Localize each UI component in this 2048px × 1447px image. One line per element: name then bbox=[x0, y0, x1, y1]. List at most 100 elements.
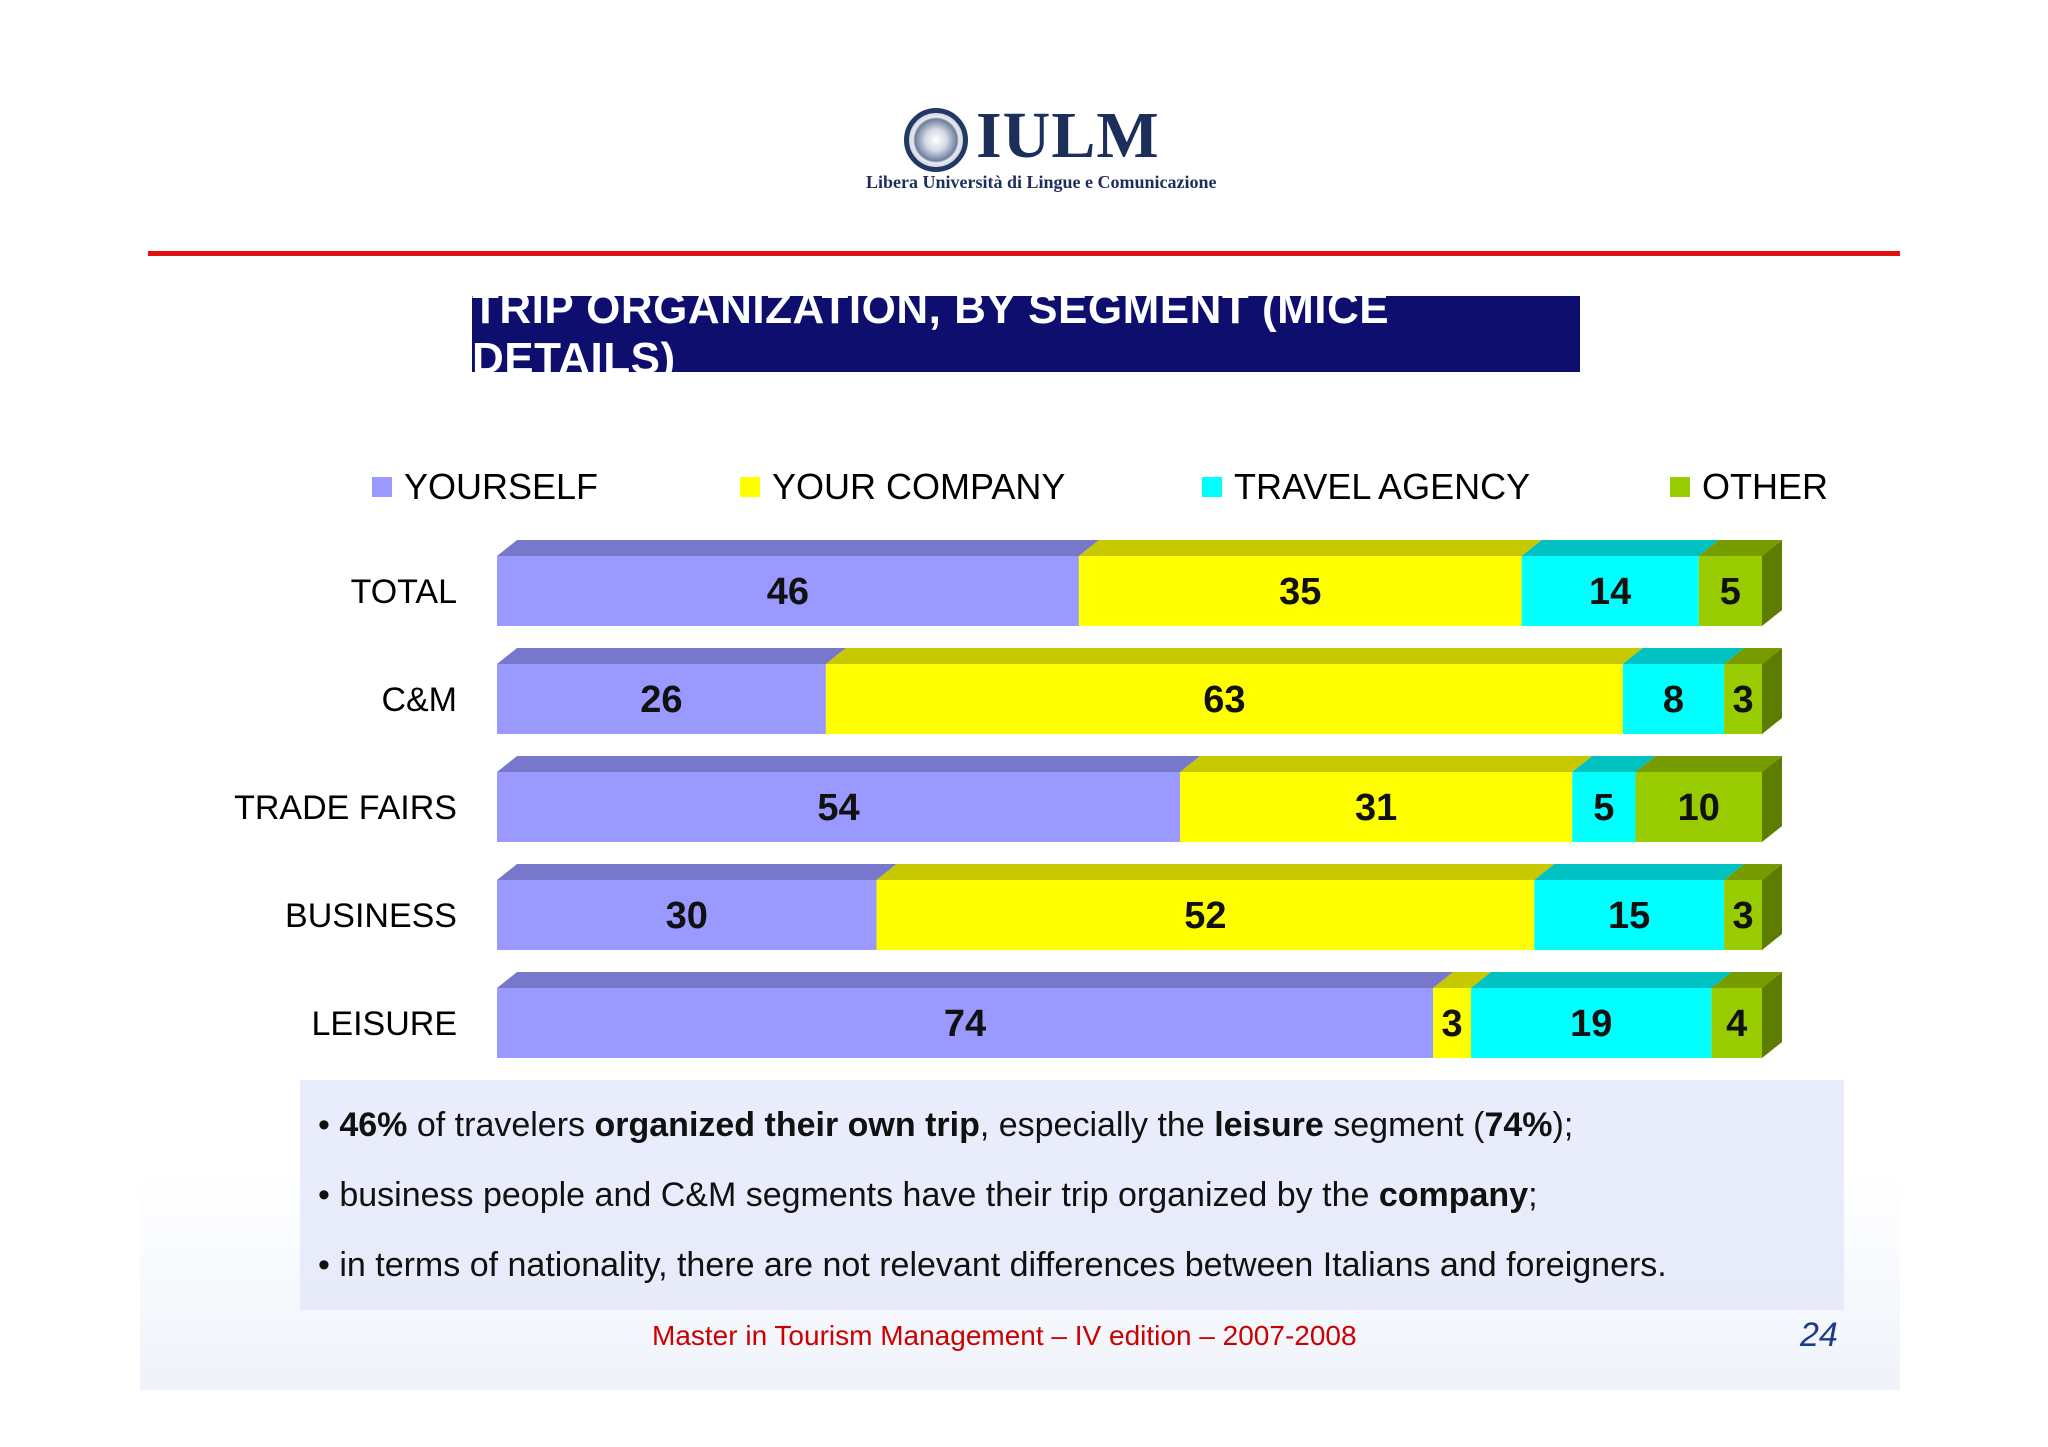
legend-label-your-company: YOUR COMPANY bbox=[772, 466, 1066, 507]
bar-leisure-your-company-top bbox=[1433, 972, 1492, 988]
data-label-business-your-company: 52 bbox=[1184, 895, 1226, 937]
category-label-leisure: LEISURE bbox=[312, 1005, 458, 1043]
bar-total-your-company bbox=[1078, 556, 1522, 626]
bar-candm-travel-agency-top bbox=[1622, 648, 1745, 664]
bar-total-travel-agency bbox=[1521, 556, 1699, 626]
bar-business-travel-agency-top bbox=[1534, 864, 1745, 880]
data-label-trade-fairs-travel-agency: 5 bbox=[1593, 787, 1614, 829]
data-label-trade-fairs-other: 10 bbox=[1678, 787, 1720, 829]
data-label-business-travel-agency: 15 bbox=[1608, 895, 1650, 937]
bar-business-other bbox=[1724, 880, 1762, 950]
data-label-total-yourself: 46 bbox=[767, 571, 809, 613]
bar-trade-fairs-other bbox=[1635, 772, 1762, 842]
bar-candm-yourself-top bbox=[497, 648, 846, 664]
note-bullet-1-run-4: organized their own trip bbox=[594, 1106, 980, 1144]
note-bullet-1-run-5: , especially the bbox=[979, 1106, 1215, 1144]
data-label-trade-fairs-your-company: 31 bbox=[1355, 787, 1397, 829]
bar-total-other-top bbox=[1698, 540, 1782, 556]
bar-trade-fairs-yourself bbox=[497, 772, 1181, 842]
data-label-leisure-yourself: 74 bbox=[944, 1003, 986, 1045]
bar-leisure-travel-agency bbox=[1471, 988, 1712, 1058]
note-bullet-1-run-6: leisure bbox=[1214, 1106, 1324, 1144]
logo-subtitle: Libera Università di Lingue e Comunicazi… bbox=[866, 172, 1217, 192]
data-label-leisure-your-company: 3 bbox=[1442, 1003, 1463, 1045]
data-label-leisure-travel-agency: 19 bbox=[1570, 1003, 1612, 1045]
bar-leisure-side bbox=[1762, 972, 1782, 1058]
bar-total-other bbox=[1698, 556, 1762, 626]
bar-business-your-company-top bbox=[876, 864, 1555, 880]
legend-item-yourself: YOURSELF bbox=[372, 462, 598, 512]
data-label-total-your-company: 35 bbox=[1279, 571, 1321, 613]
bar-candm-yourself bbox=[497, 664, 826, 734]
bar-total-side bbox=[1762, 540, 1782, 626]
data-label-candm-travel-agency: 8 bbox=[1663, 679, 1684, 721]
data-label-total-travel-agency: 14 bbox=[1589, 571, 1631, 613]
bar-trade-fairs-side bbox=[1762, 756, 1782, 842]
data-label-candm-other: 3 bbox=[1732, 679, 1753, 721]
bar-candm-your-company-top bbox=[825, 648, 1643, 664]
legend-swatch-yourself bbox=[372, 477, 392, 497]
notes-panel bbox=[300, 1080, 1844, 1310]
bar-leisure-other bbox=[1711, 988, 1762, 1058]
bar-leisure-other-top bbox=[1711, 972, 1782, 988]
legend-swatch-your-company bbox=[740, 477, 760, 497]
note-bullet-2-run-3: ; bbox=[1528, 1176, 1538, 1214]
note-bullet-1-run-2: 46% bbox=[339, 1106, 408, 1144]
slide-title: TRIP ORGANIZATION, BY SEGMENT (MICE DETA… bbox=[472, 284, 1390, 383]
category-label-candm: C&M bbox=[381, 681, 457, 719]
legend-label-yourself: YOURSELF bbox=[404, 466, 599, 507]
bar-trade-fairs-travel-agency-top bbox=[1572, 756, 1656, 772]
category-label-trade-fairs: TRADE FAIRS bbox=[234, 789, 457, 827]
bar-candm-other-top bbox=[1724, 648, 1782, 664]
legend-label-travel-agency: TRAVEL AGENCY bbox=[1234, 466, 1531, 507]
bar-business-travel-agency bbox=[1534, 880, 1725, 950]
iulm-logo: IULM Libera Università di Lingue e Comun… bbox=[860, 99, 1260, 200]
bar-candm-travel-agency bbox=[1622, 664, 1725, 734]
note-bullet-1-run-3: of travelers bbox=[407, 1106, 595, 1144]
bar-leisure-travel-agency-top bbox=[1471, 972, 1732, 988]
bar-business-yourself bbox=[497, 880, 877, 950]
data-label-leisure-other: 4 bbox=[1726, 1003, 1747, 1045]
bar-candm-side bbox=[1762, 648, 1782, 734]
logo-wordmark: IULM bbox=[976, 99, 1160, 172]
bar-business-other-top bbox=[1724, 864, 1782, 880]
bar-leisure-yourself bbox=[497, 988, 1434, 1058]
note-bullet-2-run-2: company bbox=[1378, 1176, 1529, 1214]
note-bullet-2: • business people and C&M segments have … bbox=[318, 1176, 1538, 1215]
legend-item-travel-agency: TRAVEL AGENCY bbox=[1202, 462, 1530, 512]
bar-total-your-company-top bbox=[1078, 540, 1542, 556]
page-number: 24 bbox=[1800, 1316, 1838, 1354]
note-bullet-2-run-1: • business people and C&M segments have … bbox=[318, 1176, 1379, 1214]
bar-business-your-company bbox=[876, 880, 1535, 950]
note-bullet-1: • 46% of travelers organized their own t… bbox=[318, 1106, 1573, 1145]
legend-swatch-other bbox=[1670, 477, 1690, 497]
bar-trade-fairs-yourself-top bbox=[497, 756, 1201, 772]
data-label-trade-fairs-yourself: 54 bbox=[817, 787, 859, 829]
category-label-total: TOTAL bbox=[351, 573, 457, 611]
legend-item-other: OTHER bbox=[1670, 462, 1828, 512]
data-label-candm-your-company: 63 bbox=[1203, 679, 1245, 721]
bar-candm-your-company bbox=[825, 664, 1623, 734]
bar-total-travel-agency-top bbox=[1521, 540, 1719, 556]
legend-label-other: OTHER bbox=[1702, 466, 1828, 507]
header-divider bbox=[148, 251, 1900, 256]
bar-business-yourself-top bbox=[497, 864, 897, 880]
bar-trade-fairs-travel-agency bbox=[1572, 772, 1636, 842]
bar-trade-fairs-your-company bbox=[1180, 772, 1573, 842]
note-bullet-1-run-7: segment ( bbox=[1323, 1106, 1485, 1144]
category-label-business: BUSINESS bbox=[285, 897, 457, 935]
bar-leisure-yourself-top bbox=[497, 972, 1454, 988]
bar-leisure-your-company bbox=[1433, 988, 1472, 1058]
bar-total-yourself bbox=[497, 556, 1079, 626]
bar-trade-fairs-your-company-top bbox=[1180, 756, 1593, 772]
data-label-total-other: 5 bbox=[1720, 571, 1741, 613]
note-bullet-1-run-8: 74% bbox=[1484, 1106, 1553, 1144]
university-seal-icon bbox=[904, 108, 968, 172]
bar-total-yourself-top bbox=[497, 540, 1099, 556]
legend-item-your-company: YOUR COMPANY bbox=[740, 462, 1065, 512]
slide-title-box: TRIP ORGANIZATION, BY SEGMENT (MICE DETA… bbox=[472, 284, 1580, 383]
data-label-candm-yourself: 26 bbox=[640, 679, 682, 721]
legend-swatch-travel-agency bbox=[1202, 477, 1222, 497]
note-bullet-1-run-9: ); bbox=[1552, 1106, 1574, 1144]
